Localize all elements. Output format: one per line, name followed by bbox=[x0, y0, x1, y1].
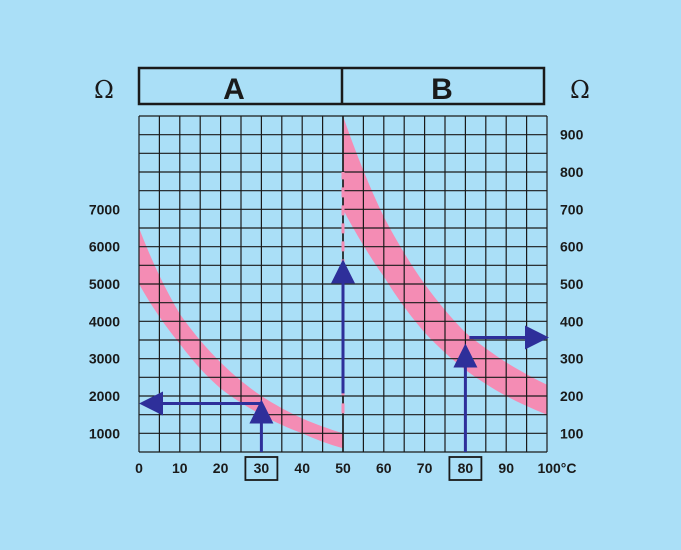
y-tick-label-right: 200 bbox=[560, 388, 584, 404]
right-unit-label: Ω bbox=[570, 76, 590, 104]
y-tick-label-left: 2000 bbox=[89, 388, 120, 404]
y-tick-label-left: 1000 bbox=[89, 425, 120, 441]
y-tick-label-left: 4000 bbox=[89, 313, 120, 329]
x-tick-label: 80 bbox=[458, 460, 474, 476]
x-tick-label: 10 bbox=[172, 460, 188, 476]
y-tick-label-right: 800 bbox=[560, 164, 584, 180]
y-tick-label-right: 100 bbox=[560, 425, 584, 441]
x-tick-label: 40 bbox=[294, 460, 310, 476]
left-unit-label: Ω bbox=[94, 76, 114, 104]
y-tick-label-left: 5000 bbox=[89, 276, 120, 292]
x-tick-label: 0 bbox=[135, 460, 143, 476]
y-tick-label-left: 3000 bbox=[89, 351, 120, 367]
x-tick-label: 30 bbox=[254, 460, 270, 476]
y-tick-label-right: 500 bbox=[560, 276, 584, 292]
panel-b-label: B bbox=[431, 73, 453, 106]
x-tick-label: 20 bbox=[213, 460, 229, 476]
x-tick-label: 70 bbox=[417, 460, 433, 476]
panel-a-label: A bbox=[223, 73, 245, 106]
x-tick-label: 90 bbox=[498, 460, 514, 476]
panel-header: A B bbox=[137, 66, 546, 106]
y-tick-label-left: 7000 bbox=[89, 201, 120, 217]
x-tick-highlight-box bbox=[244, 456, 279, 481]
x-tick-label: 100°C bbox=[537, 460, 576, 476]
overlay-layer bbox=[139, 172, 549, 452]
y-tick-label-right: 700 bbox=[560, 201, 584, 217]
y-tick-label-right: 600 bbox=[560, 239, 584, 255]
x-tick-highlight-box bbox=[448, 456, 483, 481]
y-tick-label-left: 6000 bbox=[89, 239, 120, 255]
y-tick-label-right: 300 bbox=[560, 351, 584, 367]
y-tick-label-right: 400 bbox=[560, 313, 584, 329]
y-tick-label-right: 900 bbox=[560, 127, 584, 143]
x-tick-label: 60 bbox=[376, 460, 392, 476]
x-tick-label: 50 bbox=[335, 460, 351, 476]
tick-labels-layer: 0 10 20 30 40 50 60 70 80 90 100°C 1000 2000 3000 4000… bbox=[89, 127, 584, 481]
